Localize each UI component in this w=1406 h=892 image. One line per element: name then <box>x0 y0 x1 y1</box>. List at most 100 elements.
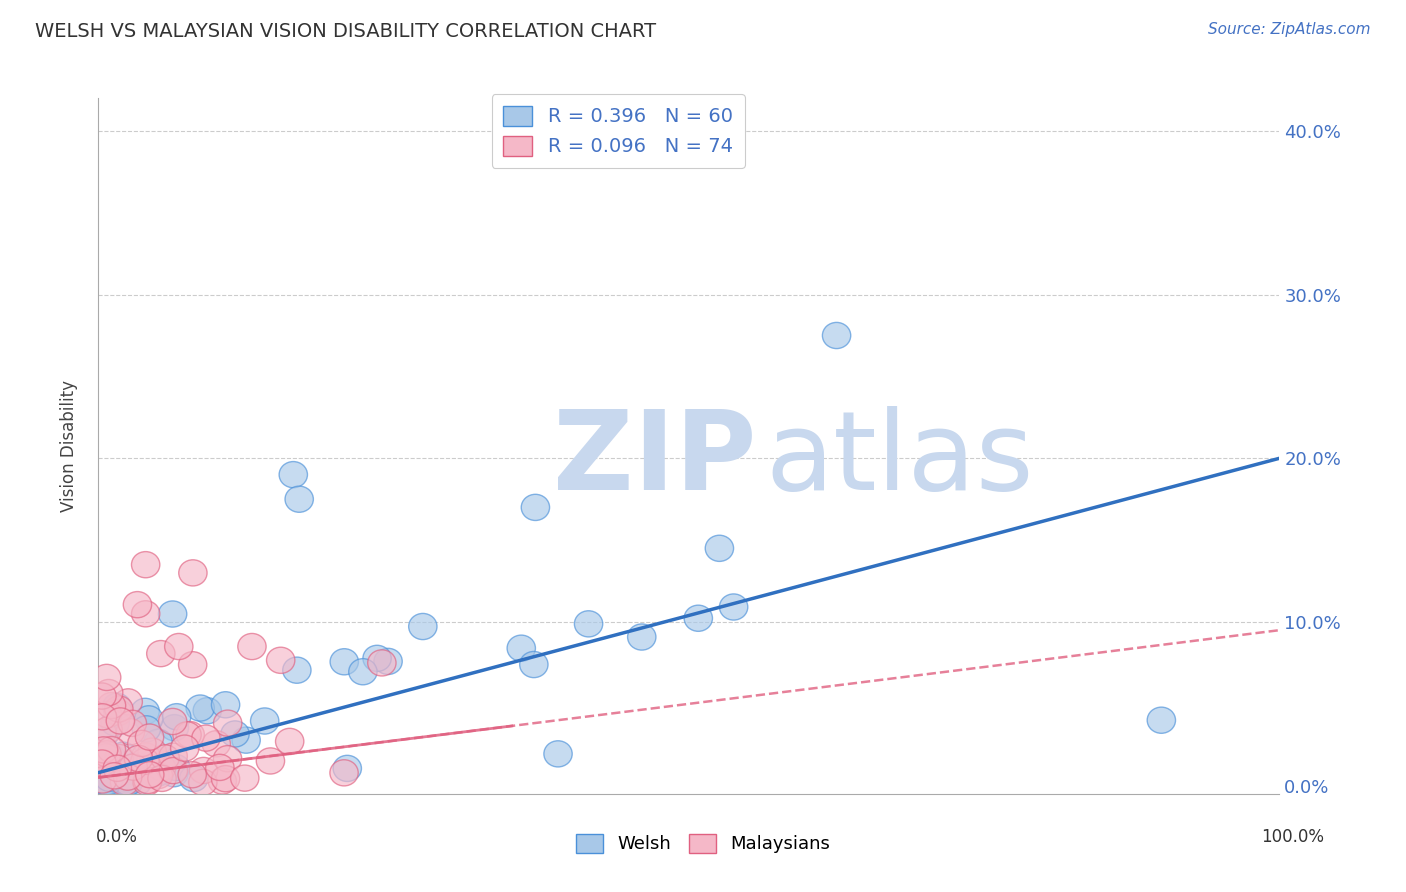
Ellipse shape <box>160 714 188 740</box>
Ellipse shape <box>250 708 278 734</box>
Ellipse shape <box>214 746 242 772</box>
Text: WELSH VS MALAYSIAN VISION DISABILITY CORRELATION CHART: WELSH VS MALAYSIAN VISION DISABILITY COR… <box>35 22 657 41</box>
Ellipse shape <box>190 757 218 783</box>
Ellipse shape <box>132 715 160 742</box>
Ellipse shape <box>141 761 169 788</box>
Ellipse shape <box>159 743 187 769</box>
Ellipse shape <box>508 635 536 661</box>
Ellipse shape <box>131 748 159 774</box>
Ellipse shape <box>124 591 152 618</box>
Ellipse shape <box>143 729 173 756</box>
Ellipse shape <box>330 648 359 675</box>
Ellipse shape <box>134 769 162 796</box>
Ellipse shape <box>89 745 117 772</box>
Ellipse shape <box>179 652 207 678</box>
Ellipse shape <box>823 322 851 349</box>
Ellipse shape <box>114 758 142 785</box>
Ellipse shape <box>522 494 550 521</box>
Ellipse shape <box>232 727 260 753</box>
Ellipse shape <box>333 756 361 781</box>
Ellipse shape <box>191 725 221 751</box>
Ellipse shape <box>159 601 187 627</box>
Ellipse shape <box>105 745 134 771</box>
Ellipse shape <box>97 737 125 763</box>
Ellipse shape <box>349 658 377 685</box>
Ellipse shape <box>179 560 207 586</box>
Ellipse shape <box>97 744 125 770</box>
Ellipse shape <box>285 486 314 512</box>
Ellipse shape <box>214 710 242 736</box>
Ellipse shape <box>1147 707 1175 733</box>
Ellipse shape <box>186 695 214 721</box>
Ellipse shape <box>100 763 128 789</box>
Ellipse shape <box>87 750 117 776</box>
Ellipse shape <box>90 769 118 796</box>
Ellipse shape <box>165 633 193 660</box>
Ellipse shape <box>211 691 240 718</box>
Ellipse shape <box>87 738 117 764</box>
Ellipse shape <box>280 461 308 488</box>
Ellipse shape <box>627 624 657 650</box>
Ellipse shape <box>98 769 127 796</box>
Ellipse shape <box>112 769 141 796</box>
Ellipse shape <box>90 742 118 769</box>
Ellipse shape <box>91 744 120 770</box>
Ellipse shape <box>520 651 548 678</box>
Ellipse shape <box>104 769 132 796</box>
Ellipse shape <box>134 767 162 794</box>
Ellipse shape <box>104 696 134 723</box>
Ellipse shape <box>112 769 141 796</box>
Ellipse shape <box>148 755 176 781</box>
Ellipse shape <box>135 762 165 788</box>
Text: atlas: atlas <box>766 407 1035 514</box>
Ellipse shape <box>87 683 117 709</box>
Ellipse shape <box>118 710 146 737</box>
Ellipse shape <box>124 769 152 796</box>
Ellipse shape <box>256 747 284 774</box>
Ellipse shape <box>146 759 174 786</box>
Text: Source: ZipAtlas.com: Source: ZipAtlas.com <box>1208 22 1371 37</box>
Ellipse shape <box>231 765 259 791</box>
Ellipse shape <box>87 720 117 746</box>
Ellipse shape <box>208 768 236 794</box>
Ellipse shape <box>122 752 150 779</box>
Ellipse shape <box>374 648 402 674</box>
Ellipse shape <box>128 731 156 756</box>
Ellipse shape <box>162 755 190 780</box>
Ellipse shape <box>720 594 748 620</box>
Ellipse shape <box>180 765 208 791</box>
Ellipse shape <box>87 751 117 777</box>
Ellipse shape <box>173 722 201 748</box>
Ellipse shape <box>114 769 142 796</box>
Ellipse shape <box>544 740 572 767</box>
Ellipse shape <box>135 761 163 788</box>
Ellipse shape <box>706 535 734 561</box>
Legend: Welsh, Malaysians: Welsh, Malaysians <box>568 827 838 861</box>
Ellipse shape <box>193 698 222 723</box>
Ellipse shape <box>103 756 132 781</box>
Text: 0.0%: 0.0% <box>96 828 138 846</box>
Ellipse shape <box>163 704 191 730</box>
Ellipse shape <box>132 551 160 578</box>
Ellipse shape <box>104 699 132 725</box>
Ellipse shape <box>238 633 266 660</box>
Ellipse shape <box>90 722 118 747</box>
Ellipse shape <box>368 649 396 676</box>
Ellipse shape <box>170 735 198 761</box>
Ellipse shape <box>131 698 159 724</box>
Ellipse shape <box>135 724 163 750</box>
Ellipse shape <box>575 611 603 637</box>
Ellipse shape <box>132 600 160 627</box>
Ellipse shape <box>124 746 153 772</box>
Ellipse shape <box>120 754 148 780</box>
Ellipse shape <box>111 769 139 796</box>
Ellipse shape <box>159 708 187 735</box>
Ellipse shape <box>90 737 118 763</box>
Ellipse shape <box>117 719 145 745</box>
Ellipse shape <box>211 765 240 792</box>
Text: 100.0%: 100.0% <box>1261 828 1324 846</box>
Ellipse shape <box>138 738 166 764</box>
Ellipse shape <box>148 765 176 791</box>
Ellipse shape <box>132 743 160 769</box>
Ellipse shape <box>110 742 138 768</box>
